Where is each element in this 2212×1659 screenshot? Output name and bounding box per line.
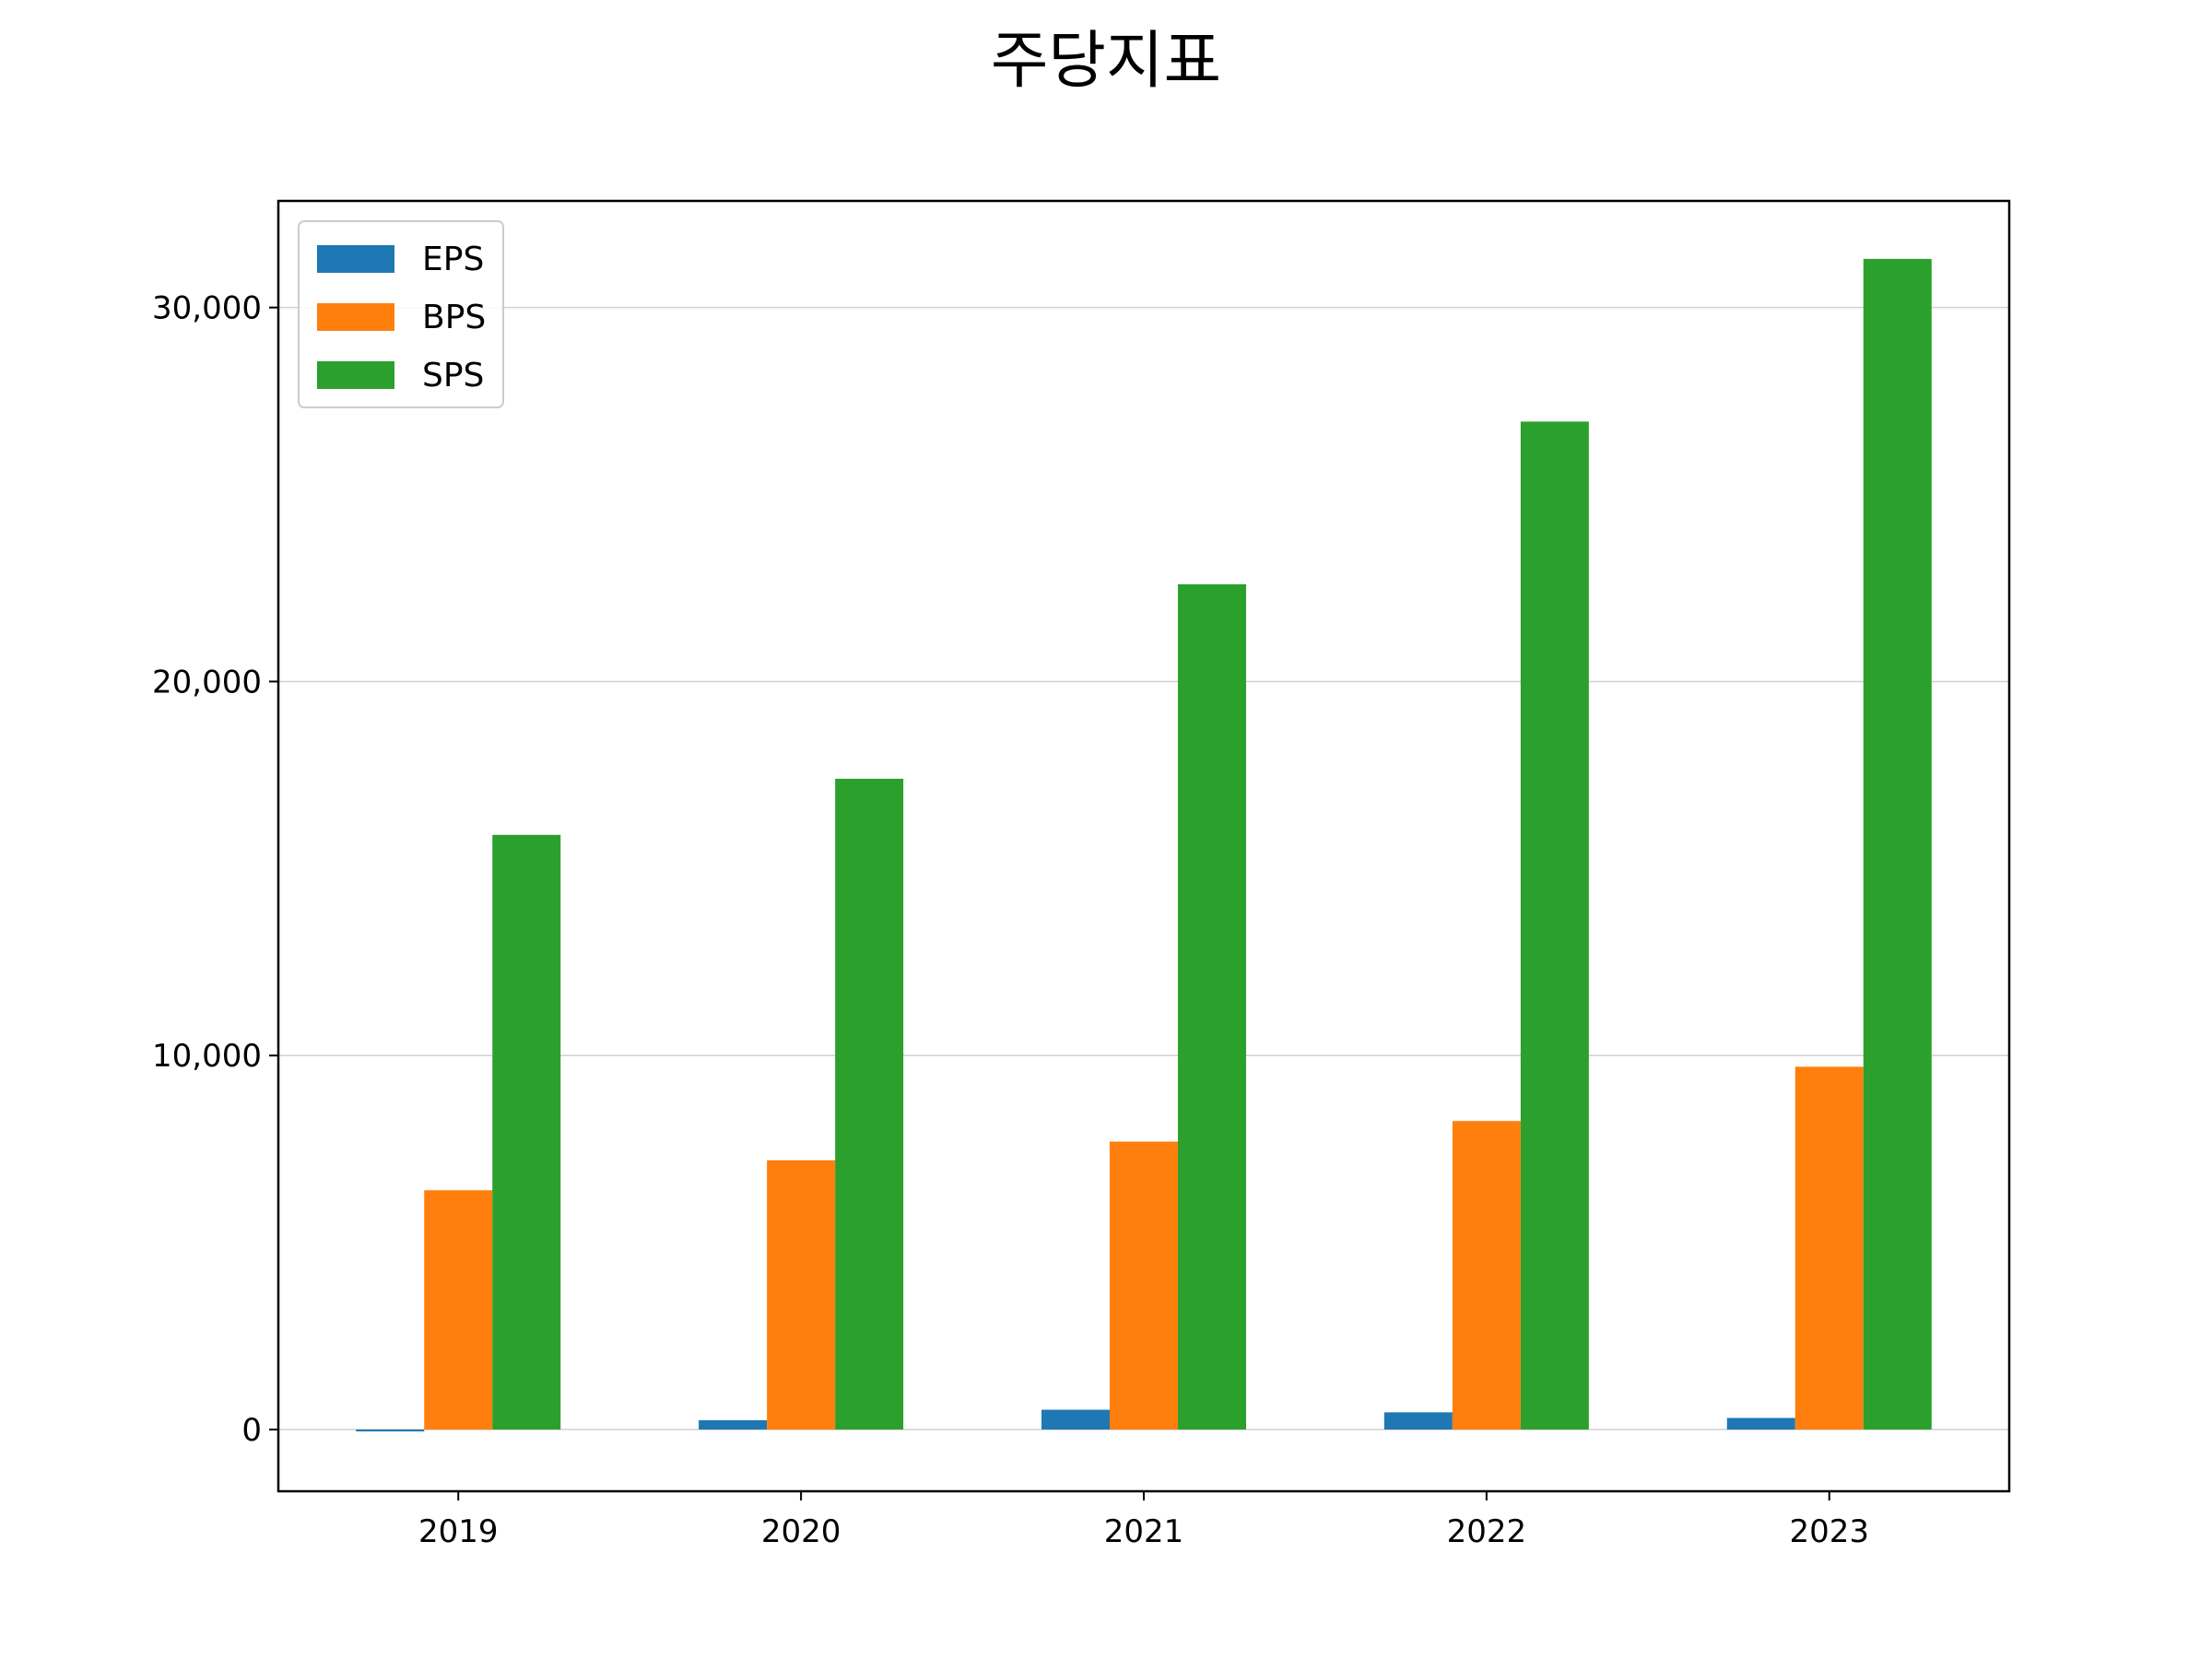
bar-sps-2021 xyxy=(1178,583,1246,1430)
bar-eps-2022 xyxy=(1383,1412,1453,1430)
bar-bps-2020 xyxy=(767,1159,836,1430)
legend-swatch-eps xyxy=(317,245,394,273)
legend-label-eps: EPS xyxy=(422,241,484,278)
bar-sps-2019 xyxy=(492,834,561,1430)
bar-bps-2019 xyxy=(424,1190,493,1430)
bar-eps-2023 xyxy=(1726,1418,1795,1430)
plot-frame xyxy=(276,199,2011,1493)
x-tick-label: 2023 xyxy=(1789,1513,1869,1550)
legend-swatch-bps xyxy=(317,303,394,331)
bar-bps-2021 xyxy=(1110,1141,1178,1430)
x-tick-label: 2022 xyxy=(1447,1513,1527,1550)
x-tick-label: 2019 xyxy=(418,1513,499,1550)
bar-eps-2021 xyxy=(1041,1409,1110,1430)
y-tick-label: 0 xyxy=(241,1412,262,1449)
chart-title: 주당지표 xyxy=(990,25,1222,98)
bar-sps-2022 xyxy=(1520,421,1589,1430)
legend-label-sps: SPS xyxy=(422,357,484,394)
axes: 2019 2020 2021 2022 2023 0 10,000 20,000 30,000 xyxy=(152,199,2011,1550)
bar-sps-2023 xyxy=(1863,258,1932,1430)
bar-eps-2020 xyxy=(699,1419,768,1430)
bar-eps-2019 xyxy=(356,1430,425,1432)
bars xyxy=(356,258,1932,1432)
bar-sps-2020 xyxy=(835,778,904,1430)
gridlines xyxy=(278,306,2009,1430)
x-tick-label: 2020 xyxy=(761,1513,841,1550)
y-tick-label: 20,000 xyxy=(152,664,262,700)
y-tick-label: 10,000 xyxy=(152,1038,262,1075)
y-tick-label: 30,000 xyxy=(152,290,262,327)
legend-swatch-sps xyxy=(317,361,394,389)
legend-label-bps: BPS xyxy=(422,299,486,336)
bar-bps-2022 xyxy=(1452,1121,1521,1430)
legend: EPS BPS SPS xyxy=(298,220,504,408)
bar-bps-2023 xyxy=(1794,1066,1864,1430)
x-tick-label: 2021 xyxy=(1104,1513,1184,1550)
